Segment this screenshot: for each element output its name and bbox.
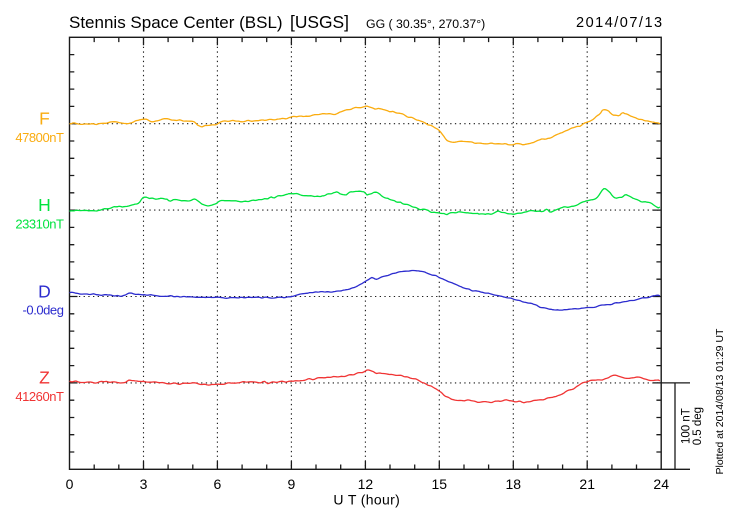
svg-text:U T (hour): U T (hour) bbox=[333, 492, 400, 508]
svg-text:15: 15 bbox=[432, 476, 448, 492]
svg-text:9: 9 bbox=[288, 476, 296, 492]
svg-text:F: F bbox=[39, 109, 50, 129]
svg-text:Z: Z bbox=[39, 368, 50, 388]
svg-text:Stennis Space Center (BSL): Stennis Space Center (BSL) bbox=[69, 13, 283, 32]
svg-text:12: 12 bbox=[358, 476, 374, 492]
svg-text:6: 6 bbox=[214, 476, 222, 492]
svg-text:-0.0deg: -0.0deg bbox=[23, 303, 64, 318]
svg-text:0: 0 bbox=[66, 476, 74, 492]
svg-text:3: 3 bbox=[140, 476, 148, 492]
svg-text:0.5 deg: 0.5 deg bbox=[692, 407, 704, 445]
svg-text:23310nT: 23310nT bbox=[15, 216, 64, 231]
svg-text:18: 18 bbox=[506, 476, 522, 492]
svg-text:2014/07/13: 2014/07/13 bbox=[576, 15, 664, 31]
svg-text:D: D bbox=[38, 281, 51, 301]
svg-text:24: 24 bbox=[653, 476, 669, 492]
svg-text:41260nT: 41260nT bbox=[15, 389, 64, 404]
svg-text:100 nT: 100 nT bbox=[681, 408, 693, 444]
svg-text:GG ( 30.35°, 270.37°): GG ( 30.35°, 270.37°) bbox=[366, 17, 485, 31]
svg-text:47800nT: 47800nT bbox=[15, 130, 64, 145]
svg-text:[USGS]: [USGS] bbox=[290, 12, 349, 32]
svg-text:Plotted at 2014/08/13 01:29 UT: Plotted at 2014/08/13 01:29 UT bbox=[714, 328, 726, 475]
svg-text:21: 21 bbox=[579, 476, 595, 492]
svg-text:H: H bbox=[38, 195, 51, 215]
